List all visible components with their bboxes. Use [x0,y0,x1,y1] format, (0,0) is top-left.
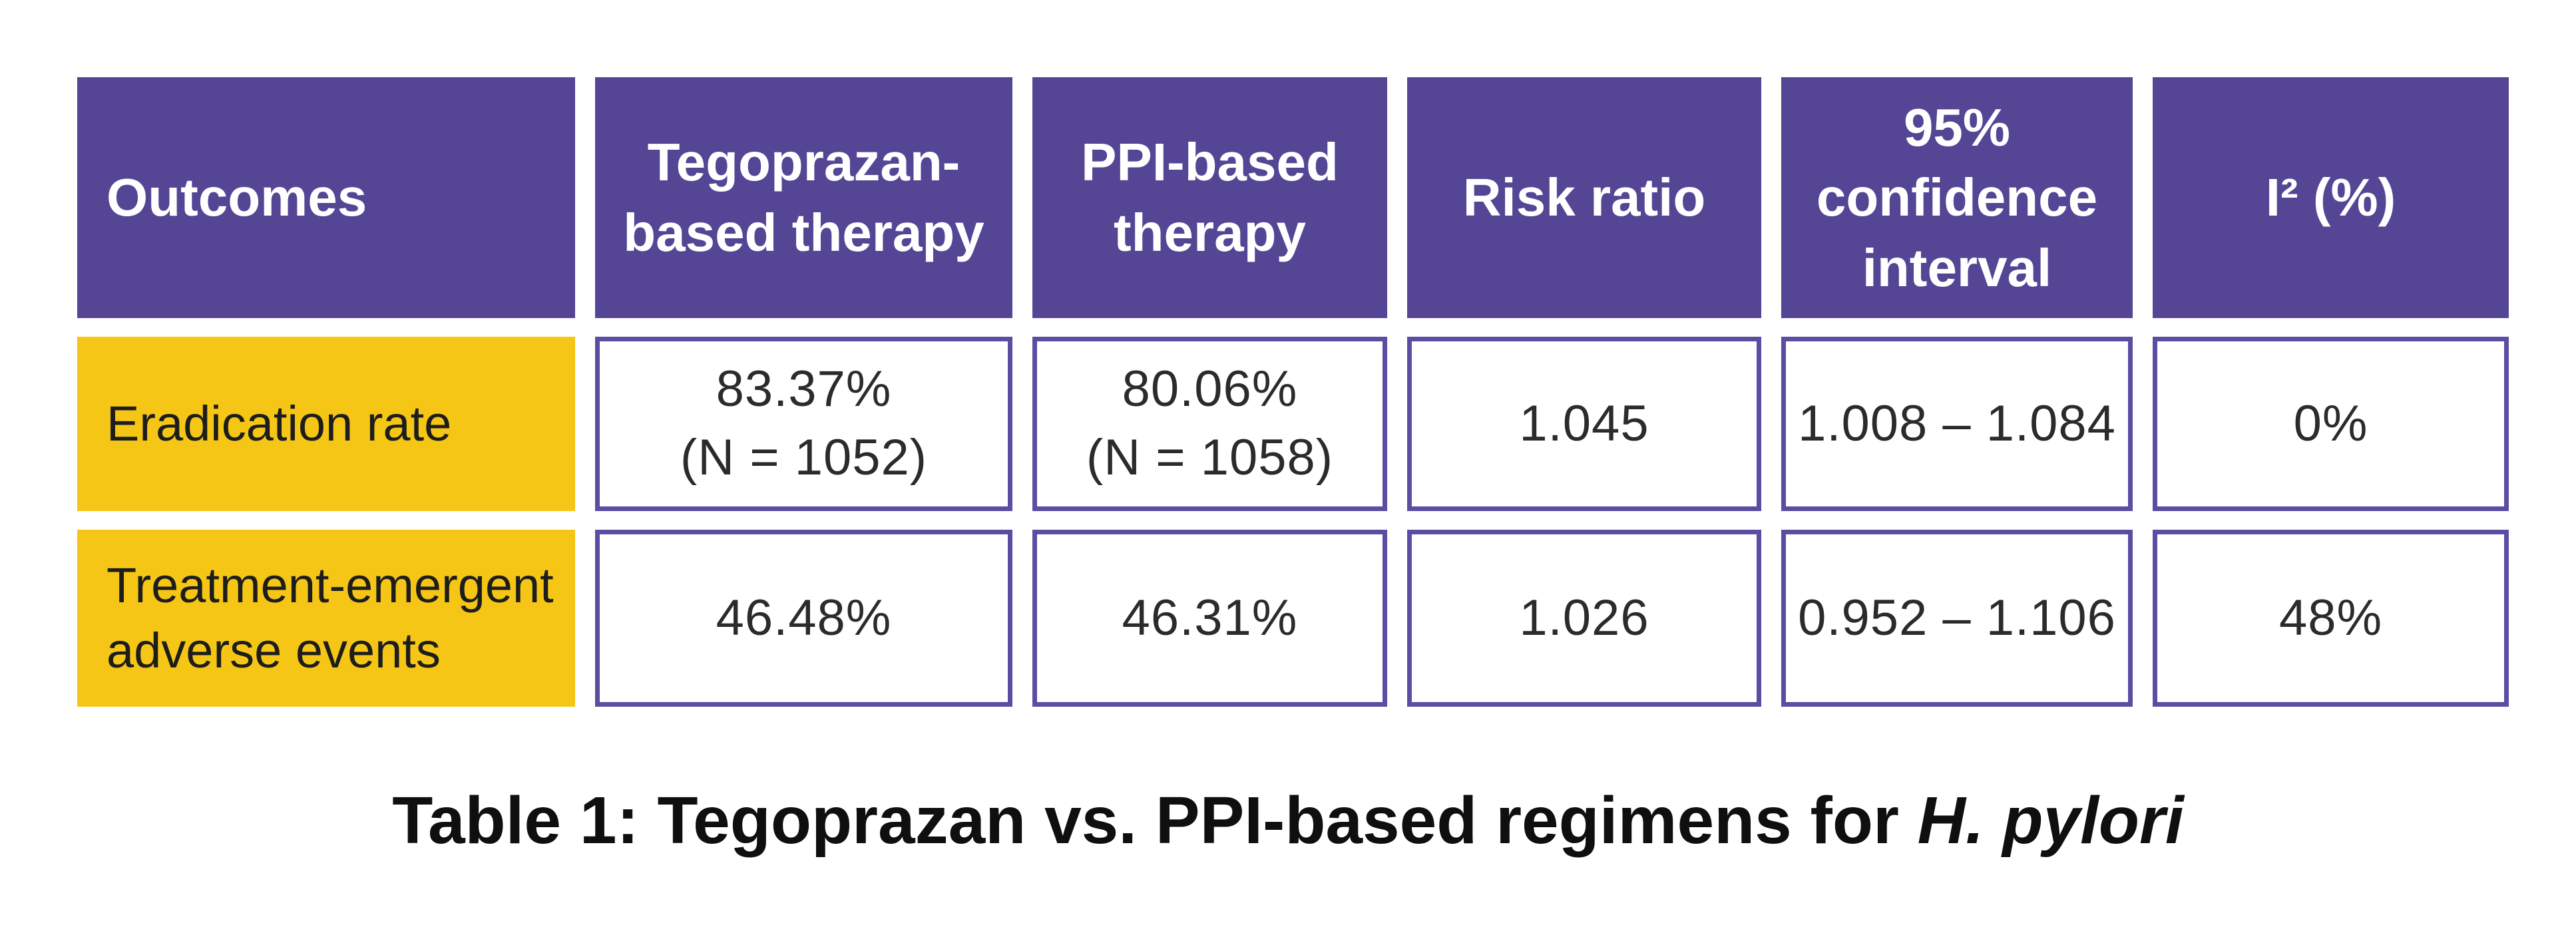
value-line: 48% [2278,589,2383,646]
header-label: Outcomes [107,168,367,228]
row-label-line: adverse events [107,623,441,678]
value-line: 0% [2293,395,2368,452]
value-cell-adverse-risk-ratio: 1.026 [1407,530,1761,707]
value-cell-adverse-tegoprazan: 46.48% [595,530,1012,707]
value-line: 80.06% [1122,361,1298,418]
value-cell-eradication-risk-ratio: 1.045 [1407,337,1761,511]
caption-italic-text: H. pylori [1917,783,2184,858]
value-cell-adverse-ppi: 46.31% [1032,530,1387,707]
table-caption: Table 1: Tegoprazan vs. PPI-based regime… [0,784,2576,857]
value-cell-eradication-ppi: 80.06% (N = 1058) [1032,337,1387,511]
value-line: 46.31% [1122,589,1298,646]
value-line: 1.045 [1519,395,1649,452]
value-line: (N = 1052) [680,429,928,486]
value-cell-eradication-tegoprazan: 83.37% (N = 1052) [595,337,1012,511]
value-cell-adverse-ci: 0.952 – 1.106 [1781,530,2133,707]
header-label: 95% confidence interval [1816,97,2098,297]
value-cell-adverse-i-squared: 48% [2153,530,2509,707]
header-cell-confidence-interval: 95% confidence interval [1781,77,2133,318]
value-line: 46.48% [716,589,892,646]
caption-text: Table 1: Tegoprazan vs. PPI-based regime… [392,783,1918,858]
value-cell-eradication-i-squared: 0% [2153,337,2509,511]
row-label-adverse-events: Treatment-emergent adverse events [77,530,575,707]
header-label: I² (%) [2265,168,2396,228]
header-label: Risk ratio [1462,168,1706,228]
row-label-line: Eradication rate [107,396,452,452]
header-label: PPI-based therapy [1081,132,1339,262]
value-cell-eradication-ci: 1.008 – 1.084 [1781,337,2133,511]
row-label-line: Treatment-emergent [107,558,554,614]
header-cell-ppi-therapy: PPI-based therapy [1032,77,1387,318]
header-cell-i-squared: I² (%) [2153,77,2509,318]
value-line: (N = 1058) [1086,429,1334,486]
value-line: 1.008 – 1.084 [1798,395,2116,452]
comparison-table: Outcomes Tegoprazan-based therapy PPI-ba… [77,77,2509,707]
header-label: Tegoprazan-based therapy [623,132,984,262]
header-cell-tegoprazan-therapy: Tegoprazan-based therapy [595,77,1012,318]
value-line: 83.37% [716,361,892,418]
value-line: 0.952 – 1.106 [1798,589,2116,646]
value-line: 1.026 [1519,589,1649,646]
header-cell-outcomes: Outcomes [77,77,575,318]
row-label-eradication-rate: Eradication rate [77,337,575,511]
header-cell-risk-ratio: Risk ratio [1407,77,1761,318]
